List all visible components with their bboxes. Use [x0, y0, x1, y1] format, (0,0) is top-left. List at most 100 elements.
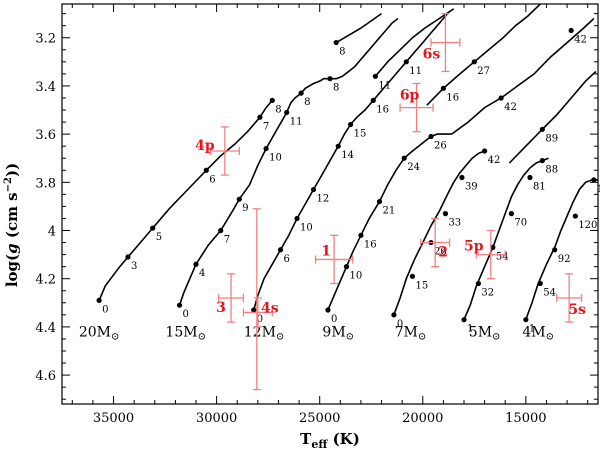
track-5-point-label: 32 [481, 288, 494, 299]
x-axis-label: Teff (K) [300, 430, 360, 451]
track-2-point-label: 6 [284, 254, 290, 265]
track-2-point [335, 143, 341, 149]
track-2-point-label: 12 [317, 194, 330, 205]
y-tick-label: 3.2 [35, 32, 56, 47]
track-0-line [98, 99, 273, 301]
track-4-point-label: 0 [397, 319, 403, 330]
track-1-point [263, 145, 269, 152]
plot-frame [61, 3, 599, 405]
track-2-point [310, 186, 317, 193]
track-3-point-label: 0 [331, 314, 337, 325]
track-0-point [96, 297, 102, 303]
upper-track-1-point [372, 73, 378, 79]
extra-point [568, 27, 574, 34]
track-0-point-label: 5 [156, 232, 162, 243]
track-4-point [442, 211, 449, 217]
track-4-point-label: 15 [415, 280, 428, 291]
upper-track-4-point-label: 89 [545, 133, 558, 144]
y-tick-label: 3.4 [35, 80, 56, 95]
track-6-point [572, 213, 578, 219]
track-3-point-label: 16 [364, 239, 377, 250]
upper-track-2-line [426, 4, 541, 106]
track-3-point-label: 24 [407, 162, 420, 173]
y-tick-label: 4.2 [35, 273, 56, 288]
upper-track-3-line [451, 17, 595, 135]
track-5-point [527, 174, 533, 181]
track-1-line [178, 17, 399, 306]
y-tick-label: 3.8 [35, 176, 56, 191]
track-6-point [591, 177, 597, 183]
track-1-point-label: 11 [290, 116, 303, 127]
y-tick-label: 4 [48, 225, 56, 240]
track-1-point-label: 0 [183, 309, 189, 320]
track-6-point-label: 92 [558, 254, 571, 265]
track-0-point [269, 97, 275, 103]
upper-track-4-point [539, 126, 545, 132]
track-4-point-label: 39 [465, 181, 478, 192]
track-3-point [376, 198, 383, 205]
x-tick-label: 25000 [299, 411, 340, 426]
plot-area: 35000 30000 25000 20000 150003.23.43.63.844.… [35, 3, 600, 426]
track-1-point-label: 8 [304, 97, 310, 108]
track-3-point [358, 232, 364, 238]
star-label: 2 [438, 245, 448, 261]
track-1-point [327, 76, 333, 82]
track-0-point [150, 225, 156, 231]
track-5-point [539, 158, 545, 164]
star-label: 1 [321, 243, 331, 259]
track-2-point [251, 307, 257, 313]
track-4-point [391, 312, 397, 318]
mass-label: 5M⊙ [469, 325, 501, 343]
track-0-point [257, 114, 263, 120]
track-5-point-label: 1 [467, 324, 473, 335]
track-6-point [552, 247, 558, 253]
track-0-point [203, 167, 209, 173]
track-2-point [277, 247, 284, 253]
upper-track-2-point-label: 16 [446, 92, 459, 103]
upper-track-0-point-label: 8 [339, 47, 345, 58]
track-3-point [401, 155, 407, 161]
track-6-point [523, 317, 529, 323]
track-0-point-label: 0 [102, 304, 108, 315]
upper-track-3-point-label: 42 [504, 102, 517, 113]
track-2-point-label: 14 [341, 150, 354, 161]
track-0-point-label: 6 [209, 174, 215, 185]
upper-track-1-line [374, 8, 455, 77]
upper-track-1-point-label: 11 [378, 80, 391, 91]
track-5-point [508, 211, 515, 217]
track-4-point-label: 33 [448, 218, 461, 229]
track-1-point [298, 90, 304, 96]
y-tick-label: 3.6 [35, 128, 56, 143]
upper-track-2-point-label: 27 [477, 66, 490, 77]
track-0-point-label: 7 [263, 121, 269, 132]
track-4-point-label: 42 [488, 155, 501, 166]
star-label: 5s [568, 302, 586, 318]
upper-track-2-point [471, 59, 477, 65]
y-axis-label: log(g (cm s−2)) [3, 163, 21, 287]
track-4-point [482, 148, 488, 154]
track-2-point [294, 215, 300, 222]
track-5-point-label: 70 [514, 218, 527, 229]
mass-label: 20M⊙ [79, 325, 120, 343]
track-3-point [343, 264, 350, 270]
track-1-point-label: 10 [269, 153, 282, 164]
star-label: 4p [195, 138, 215, 154]
track-4-point [409, 273, 416, 279]
track-3-point-label: 10 [349, 271, 362, 282]
x-tick-label: 30000 [196, 411, 237, 426]
track-0-point-label: 8 [275, 104, 281, 115]
track-4-point-label: 26 [434, 247, 447, 258]
track-0-point-label: 3 [131, 261, 137, 272]
track-6-point-label: 153 [597, 184, 600, 195]
track-5-point-label: 54 [496, 251, 509, 262]
y-tick-label: 4.4 [35, 321, 56, 336]
track-3-point-label: 21 [382, 206, 395, 217]
track-6-point-label: 1 [529, 324, 535, 335]
track-1-point [236, 196, 242, 202]
upper-track-4-line [508, 70, 597, 164]
upper-track-3-point [498, 95, 504, 101]
track-1-point [176, 302, 183, 308]
track-4-point [459, 174, 465, 181]
y-tick-label: 4.6 [35, 369, 56, 384]
track-2-point [348, 121, 354, 128]
